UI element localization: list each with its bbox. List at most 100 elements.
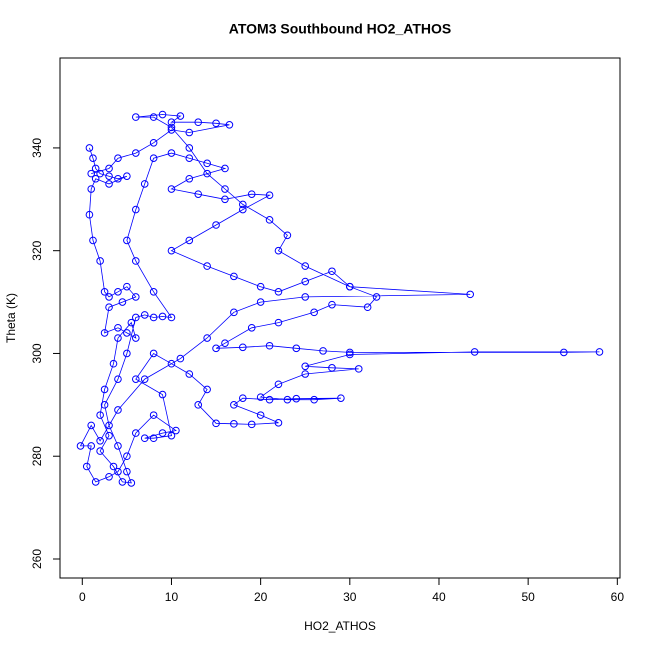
point — [265, 216, 274, 224]
point — [256, 393, 265, 401]
point — [328, 300, 336, 309]
point — [167, 431, 176, 440]
point — [466, 290, 474, 299]
point — [105, 172, 113, 180]
point — [100, 287, 109, 296]
point — [230, 308, 238, 317]
point — [100, 329, 109, 337]
point — [167, 126, 176, 134]
point — [87, 169, 96, 178]
point — [212, 119, 220, 128]
point — [301, 370, 310, 378]
point — [185, 144, 194, 152]
point — [140, 311, 149, 319]
point — [265, 191, 274, 199]
point — [96, 411, 104, 419]
point — [256, 411, 265, 419]
connecting-line — [79, 114, 600, 484]
point — [131, 149, 140, 157]
point — [96, 169, 104, 178]
point — [149, 113, 158, 121]
y-tick-label: 280 — [30, 446, 44, 466]
point — [203, 262, 211, 270]
point — [185, 154, 194, 162]
point — [167, 246, 176, 255]
point — [114, 287, 122, 296]
point — [114, 154, 122, 162]
point — [239, 205, 247, 214]
point — [212, 221, 220, 229]
point — [346, 282, 354, 291]
point — [310, 395, 318, 404]
point — [100, 401, 109, 409]
point — [158, 390, 167, 399]
point — [96, 447, 104, 455]
x-tick-label: 40 — [432, 590, 446, 604]
point — [140, 180, 149, 188]
point — [105, 293, 113, 301]
y-tick-label: 340 — [30, 138, 44, 158]
point — [89, 154, 97, 162]
point — [114, 467, 122, 476]
point — [301, 293, 310, 301]
point — [123, 467, 131, 476]
point — [127, 318, 136, 327]
point — [158, 110, 167, 119]
point — [105, 303, 113, 312]
point — [96, 437, 104, 445]
point — [265, 395, 274, 404]
point — [274, 318, 283, 327]
point — [239, 200, 247, 209]
point — [292, 344, 301, 353]
point — [167, 313, 176, 322]
point — [149, 313, 158, 322]
point — [239, 394, 247, 402]
point — [114, 375, 122, 383]
point — [149, 287, 158, 296]
point — [140, 375, 149, 383]
point — [87, 185, 96, 193]
point — [131, 205, 140, 214]
point — [105, 472, 113, 481]
point — [167, 185, 176, 193]
point — [337, 394, 345, 402]
point — [87, 442, 96, 450]
point — [247, 420, 256, 429]
point — [274, 246, 283, 255]
point — [167, 359, 176, 368]
point — [167, 118, 176, 127]
point — [212, 419, 220, 428]
x-tick-label: 0 — [79, 590, 86, 604]
point — [114, 334, 122, 342]
point — [167, 123, 176, 132]
point — [131, 113, 140, 121]
point — [354, 365, 363, 373]
point — [127, 479, 136, 487]
point — [149, 154, 158, 162]
point — [247, 323, 256, 332]
point — [123, 172, 131, 180]
point — [87, 421, 96, 430]
point — [185, 128, 194, 137]
point — [265, 341, 274, 350]
point — [105, 180, 113, 188]
point — [203, 385, 211, 394]
point — [105, 164, 113, 173]
point — [221, 195, 229, 204]
point — [109, 462, 118, 471]
point — [372, 293, 381, 301]
point — [185, 174, 194, 183]
point — [274, 287, 283, 296]
point — [172, 426, 180, 435]
y-axis-label: Theta (K) — [4, 293, 18, 343]
point — [203, 159, 211, 168]
point — [310, 308, 318, 317]
x-tick-label: 10 — [165, 590, 179, 604]
point — [91, 478, 100, 486]
point — [328, 364, 336, 372]
point — [167, 149, 176, 157]
x-tick-label: 50 — [521, 590, 535, 604]
point — [185, 236, 194, 245]
point — [301, 362, 310, 371]
